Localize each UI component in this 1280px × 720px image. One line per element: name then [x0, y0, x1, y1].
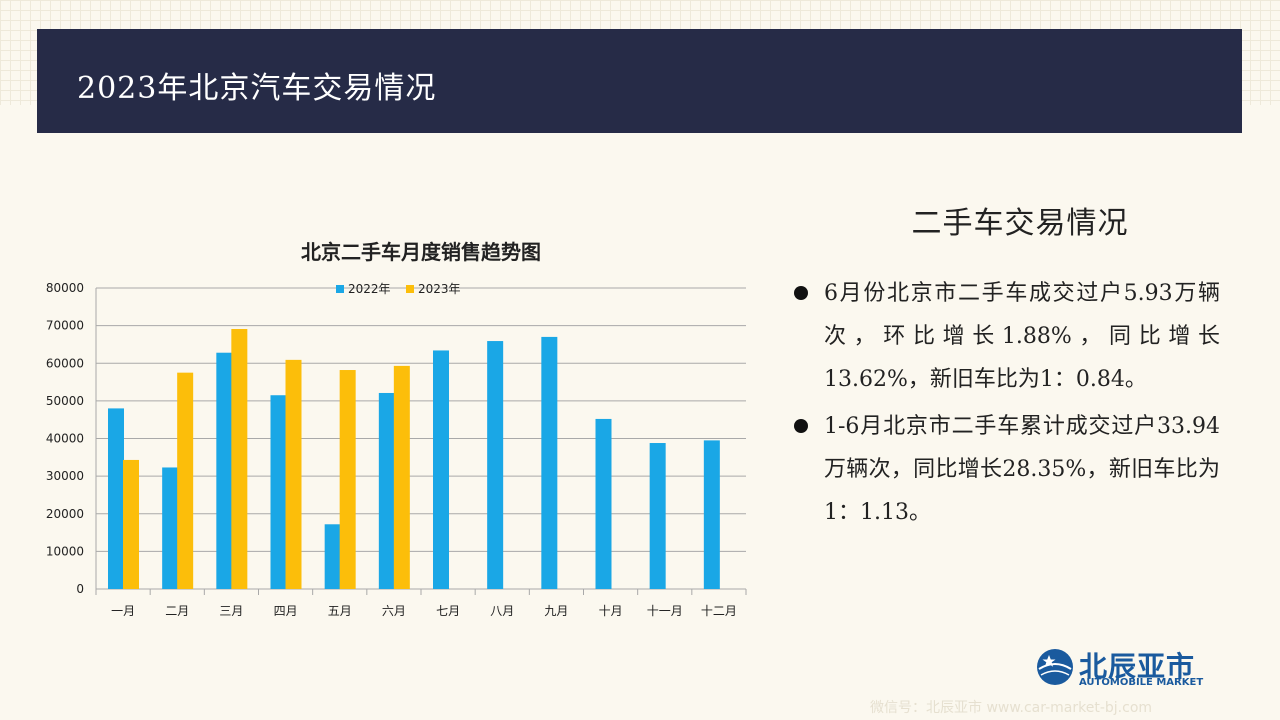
bar-2022 [162, 467, 179, 589]
bullet-dot-icon [794, 286, 808, 300]
watermark: 微信号：北辰亚市 www.car-market-bj.com [870, 700, 1153, 716]
bullet-list: 6月份北京市二手车成交过户5.93万辆次，环比增长1.88%，同比增长13.62… [790, 272, 1220, 538]
globe-star-icon [1037, 649, 1073, 685]
header-bar: 2023年北京汽车交易情况 [37, 29, 1242, 133]
bar-2022 [595, 418, 612, 589]
x-tick-label: 八月 [490, 604, 514, 618]
legend-label: 2022年 [348, 282, 391, 296]
x-tick-label: 二月 [165, 604, 189, 618]
x-tick-label: 十二月 [701, 604, 737, 618]
bar-2022 [649, 443, 666, 589]
bar-2022 [487, 341, 504, 589]
bar-2022 [216, 352, 233, 589]
x-tick-label: 三月 [219, 604, 243, 618]
bar-2022 [324, 524, 341, 589]
legend-swatch [406, 285, 414, 293]
x-tick-label: 十月 [599, 604, 623, 618]
bar-2023 [231, 329, 248, 589]
bar-2022 [433, 350, 449, 589]
bar-2022 [541, 336, 558, 589]
y-tick-label: 80000 [46, 281, 84, 295]
x-tick-label: 一月 [111, 604, 135, 618]
chart-container: 北京二手车月度销售趋势图 0 10000 20000 30000 40000 50000 60… [30, 225, 770, 625]
section-title: 二手车交易情况 [911, 206, 1129, 241]
bar-2022 [703, 440, 720, 589]
page-title: 2023年北京汽车交易情况 [77, 71, 437, 106]
bar-2022 [378, 392, 395, 589]
y-tick-label: 0 [76, 582, 84, 596]
x-tick-label: 九月 [544, 604, 568, 618]
legend-swatch [336, 285, 344, 293]
logo-text-cn: 北辰亚市 [1079, 650, 1196, 683]
bar-2023 [393, 365, 410, 589]
bullet-text: 1-6月北京市二手车累计成交过户33.94万辆次，同比增长28.35%，新旧车比… [824, 414, 1220, 525]
y-tick-label: 40000 [46, 432, 84, 446]
x-tick-label: 六月 [382, 604, 406, 618]
y-tick-label: 70000 [46, 319, 84, 333]
x-tick-label: 四月 [274, 604, 298, 618]
x-tick-label: 七月 [436, 604, 460, 618]
bar-2023 [177, 372, 194, 589]
bullet-text: 6月份北京市二手车成交过户5.93万辆次，环比增长1.88%，同比增长13.62… [824, 281, 1220, 392]
bar-2022 [108, 408, 124, 589]
y-tick-label: 50000 [46, 394, 84, 408]
chart-title: 北京二手车月度销售趋势图 [301, 240, 541, 264]
bar-2022 [270, 395, 287, 589]
bar-2023 [339, 370, 356, 589]
logo-text-en: AUTOMOBILE MARKET [1079, 677, 1204, 688]
bullet-item: 1-6月北京市二手车累计成交过户33.94万辆次，同比增长28.35%，新旧车比… [790, 405, 1220, 534]
legend-label: 2023年 [418, 282, 461, 296]
company-logo: 北辰亚市 AUTOMOBILE MARKET [1035, 645, 1235, 693]
y-tick-label: 30000 [46, 469, 84, 483]
bar-chart: 北京二手车月度销售趋势图 0 10000 20000 30000 40000 50000 60… [46, 240, 747, 618]
y-tick-label: 60000 [46, 356, 84, 370]
y-tick-label: 10000 [46, 544, 84, 558]
x-tick-label: 十一月 [647, 604, 683, 618]
bullet-item: 6月份北京市二手车成交过户5.93万辆次，环比增长1.88%，同比增长13.62… [790, 272, 1220, 401]
bullet-dot-icon [794, 419, 808, 433]
bar-2023 [285, 359, 302, 589]
bar-2023 [123, 459, 139, 589]
y-tick-label: 20000 [46, 507, 84, 521]
x-tick-label: 五月 [328, 604, 352, 618]
